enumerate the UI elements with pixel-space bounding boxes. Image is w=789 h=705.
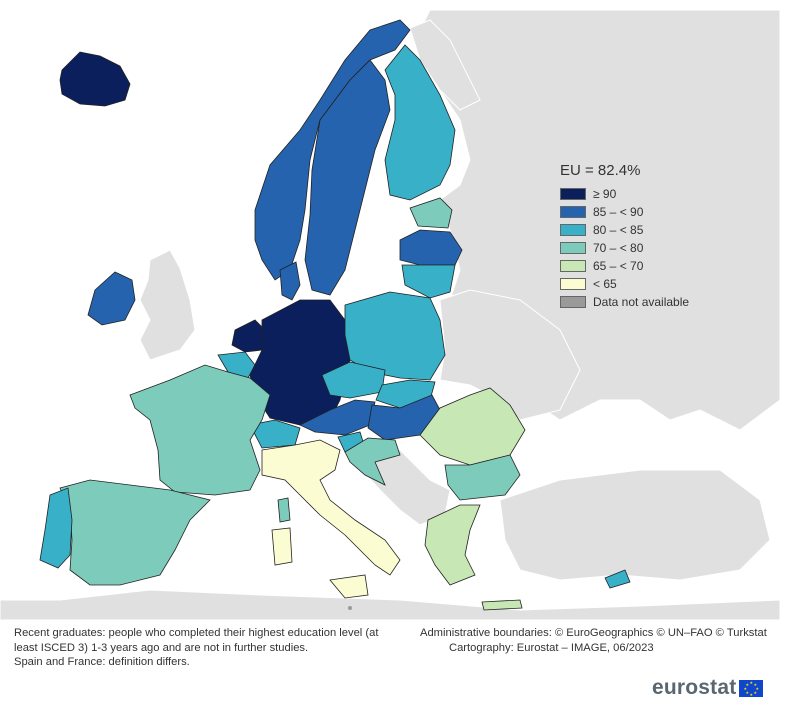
portugal bbox=[39, 487, 73, 569]
north-africa bbox=[0, 589, 781, 620]
norway-north-russia bbox=[409, 19, 481, 111]
corsica bbox=[277, 497, 291, 523]
eu-flag-icon: ★ ★ ★ ★ ★ ★ ★ ★ bbox=[739, 679, 764, 697]
uk bbox=[139, 249, 196, 361]
crete bbox=[481, 599, 523, 611]
greece bbox=[424, 504, 481, 586]
sicily bbox=[329, 574, 369, 599]
legend-label: 70 – < 80 bbox=[593, 241, 644, 255]
cartography-note: Cartography: Eurostat – IMAGE, 06/2023 bbox=[449, 641, 654, 654]
belarus-ukraine bbox=[439, 289, 581, 421]
europe-map-svg bbox=[0, 10, 781, 620]
croatia bbox=[344, 437, 401, 486]
legend-swatch bbox=[560, 278, 586, 290]
eurostat-logo: eurostat ★ ★ ★ ★ ★ ★ ★ ★ bbox=[652, 676, 764, 700]
legend-item: ≥ 90 bbox=[560, 185, 689, 203]
legend-swatch bbox=[560, 224, 586, 236]
definition-differs-note: Spain and France: definition differs. bbox=[14, 656, 190, 668]
legend-label: 80 – < 85 bbox=[593, 223, 644, 237]
cyprus bbox=[604, 569, 631, 589]
legend-swatch bbox=[560, 260, 586, 272]
legend-item: 65 – < 70 bbox=[560, 257, 689, 275]
legend-title: EU = 82.4% bbox=[560, 162, 641, 179]
switzerland bbox=[249, 419, 301, 449]
boundaries-note: Administrative boundaries: © EuroGeograp… bbox=[420, 627, 767, 639]
bulgaria bbox=[444, 454, 521, 501]
france bbox=[129, 364, 271, 496]
sweden bbox=[304, 59, 391, 296]
romania bbox=[419, 387, 526, 466]
legend-item: < 65 bbox=[560, 275, 689, 293]
legend-label: Data not available bbox=[593, 295, 690, 309]
iceland bbox=[59, 51, 131, 107]
legend-label: 65 – < 70 bbox=[593, 259, 644, 273]
malta bbox=[348, 606, 352, 610]
legend-swatch bbox=[560, 206, 586, 218]
poland bbox=[344, 291, 446, 381]
italy bbox=[261, 439, 401, 576]
finland bbox=[384, 44, 456, 201]
legend-swatch bbox=[560, 242, 586, 254]
choropleth-map bbox=[0, 10, 781, 620]
legend-swatch bbox=[560, 296, 586, 308]
lithuania bbox=[401, 264, 456, 299]
turkey bbox=[499, 469, 771, 581]
legend-item: Data not available bbox=[560, 293, 689, 311]
definition-note: Recent graduates: people who completed t… bbox=[14, 627, 379, 654]
footnote-sources: Administrative boundaries: © EuroGeograp… bbox=[420, 626, 785, 655]
estonia bbox=[409, 197, 453, 229]
legend-label: < 65 bbox=[593, 277, 617, 291]
map-legend: EU = 82.4% ≥ 90 85 – < 90 80 – < 85 70 – < … bbox=[560, 162, 689, 311]
spain bbox=[59, 479, 211, 586]
legend-item: 80 – < 85 bbox=[560, 221, 689, 239]
ireland bbox=[87, 271, 136, 326]
sardinia bbox=[271, 527, 293, 566]
latvia bbox=[399, 229, 463, 266]
denmark bbox=[279, 261, 301, 301]
legend-label: 85 – < 90 bbox=[593, 205, 644, 219]
logo-text: eurostat bbox=[652, 676, 737, 699]
legend-label: ≥ 90 bbox=[593, 187, 617, 201]
legend-item: 70 – < 80 bbox=[560, 239, 689, 257]
legend-item: 85 – < 90 bbox=[560, 203, 689, 221]
legend-items: ≥ 90 85 – < 90 80 – < 85 70 – < 80 65 – < 70… bbox=[560, 185, 689, 311]
footnote-definition: Recent graduates: people who completed t… bbox=[14, 626, 404, 670]
legend-swatch bbox=[560, 188, 586, 200]
